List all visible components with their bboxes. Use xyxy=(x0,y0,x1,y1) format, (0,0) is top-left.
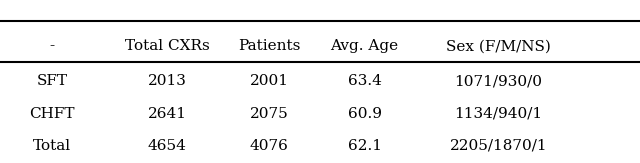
Text: 60.9: 60.9 xyxy=(348,107,381,121)
Text: Patients: Patients xyxy=(238,39,300,53)
Text: SFT: SFT xyxy=(37,74,68,89)
Text: -: - xyxy=(50,39,55,53)
Text: Total: Total xyxy=(33,139,72,153)
Text: 2075: 2075 xyxy=(250,107,289,121)
Text: CHFT: CHFT xyxy=(29,107,75,121)
Text: Avg. Age: Avg. Age xyxy=(330,39,399,53)
Text: 2641: 2641 xyxy=(148,107,187,121)
Text: 63.4: 63.4 xyxy=(348,74,381,89)
Text: 4076: 4076 xyxy=(250,139,289,153)
Text: Total CXRs: Total CXRs xyxy=(125,39,209,53)
Text: 1134/940/1: 1134/940/1 xyxy=(454,107,543,121)
Text: 4654: 4654 xyxy=(148,139,186,153)
Text: 1071/930/0: 1071/930/0 xyxy=(454,74,543,89)
Text: 2205/1870/1: 2205/1870/1 xyxy=(450,139,547,153)
Text: Sex (F/M/NS): Sex (F/M/NS) xyxy=(446,39,551,53)
Text: 2013: 2013 xyxy=(148,74,186,89)
Text: 62.1: 62.1 xyxy=(348,139,381,153)
Text: 2001: 2001 xyxy=(250,74,289,89)
